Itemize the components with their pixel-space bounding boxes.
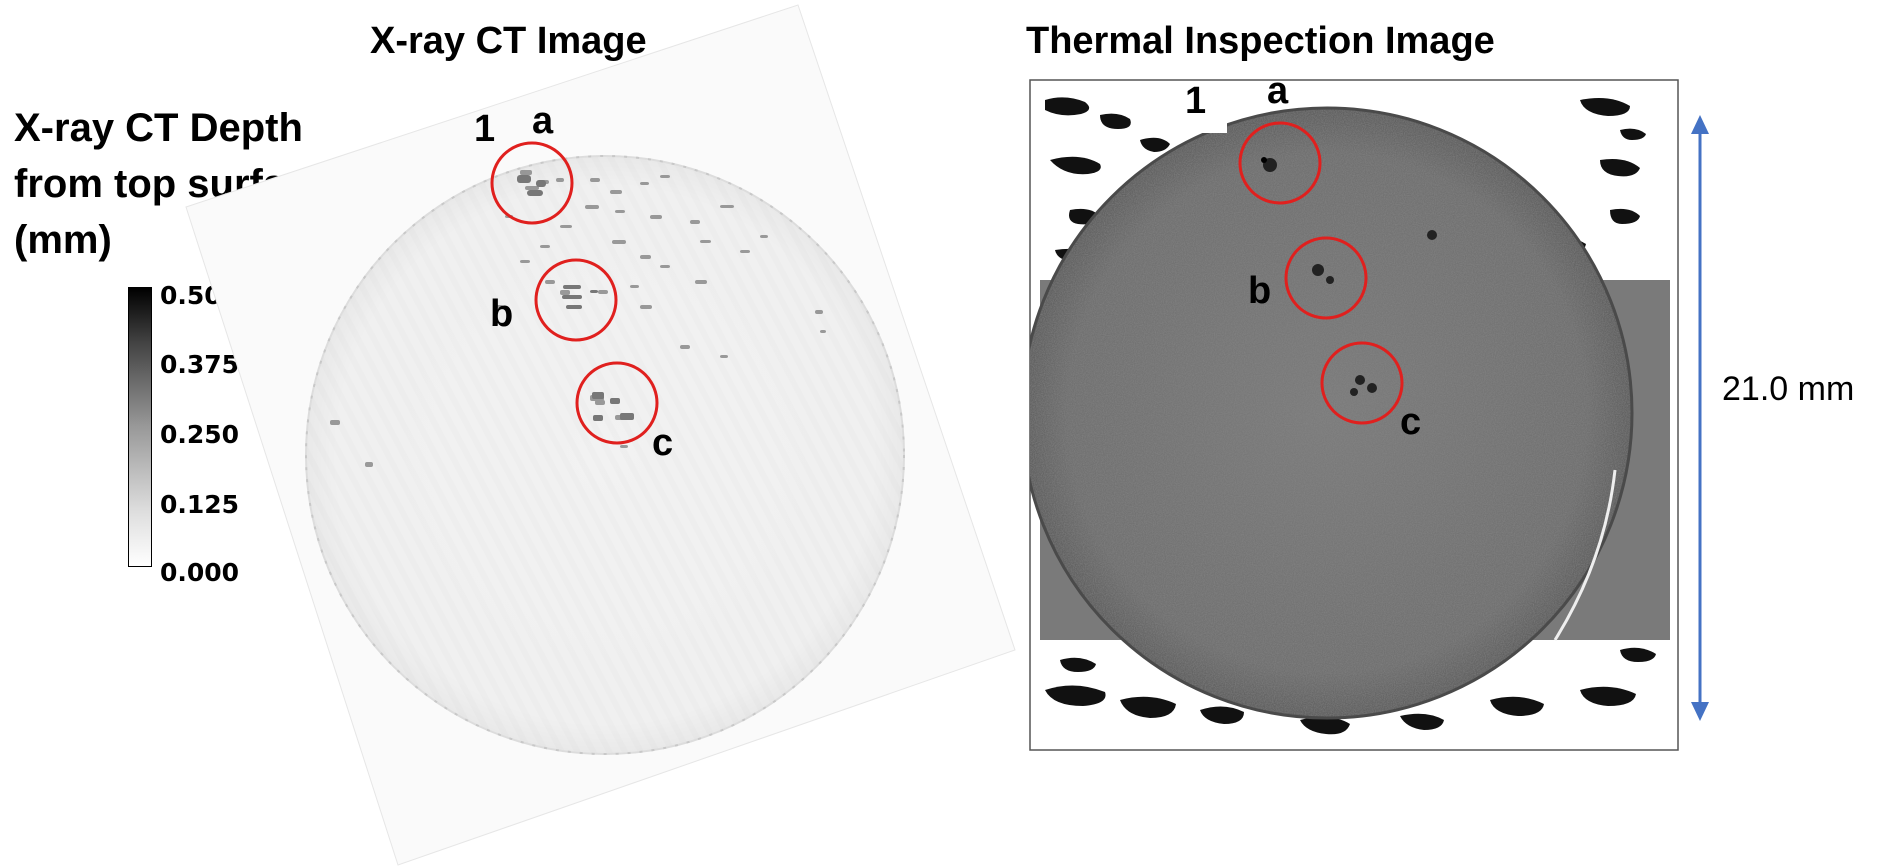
dimension-arrow — [1691, 115, 1709, 721]
xray-sample-disc-stripes — [307, 157, 903, 753]
depth-colorbar — [128, 287, 152, 567]
xray-defect-speckles — [330, 170, 826, 467]
colorbar-tick-4: 0.000 — [160, 558, 240, 587]
thermal-speckle-zones — [1045, 97, 1656, 735]
thermal-sample-disc — [1030, 107, 1633, 719]
colorbar-tick-2: 0.250 — [160, 420, 240, 449]
colorbar-title: X-ray CT Depth from top surface (mm) — [14, 100, 330, 268]
xray-label-a: a — [532, 100, 554, 142]
xray-circle-b — [534, 258, 618, 342]
colorbar-title-line-3: (mm) — [14, 218, 112, 262]
xray-label-b: b — [490, 293, 514, 335]
xray-sample-disc — [305, 155, 905, 755]
xray-label-1: 1 — [474, 108, 496, 150]
colorbar-tick-1: 0.375 — [160, 350, 240, 379]
thermal-label-c: c — [1400, 401, 1422, 443]
thermal-circle-a — [1238, 121, 1322, 205]
xray-disc-edge — [305, 155, 905, 755]
xray-label-c: c — [652, 422, 674, 464]
colorbar-tick-0: 0.500 — [160, 281, 240, 310]
xray-ct-title: X-ray CT Image — [370, 20, 647, 62]
thermal-frame — [1029, 79, 1679, 751]
xray-circle-a — [490, 141, 574, 225]
thermal-circle-c — [1320, 341, 1404, 425]
thermal-sample-noise — [1030, 107, 1633, 719]
thermal-circle-b — [1284, 236, 1368, 320]
colorbar-title-line-1: X-ray CT Depth — [14, 106, 303, 150]
thermal-disc-edge — [1030, 106, 1634, 720]
thermal-label-a: a — [1267, 70, 1289, 112]
colorbar-tick-3: 0.125 — [160, 490, 240, 519]
xray-defect-clusters — [517, 175, 634, 421]
colorbar-title-line-2: from top surface — [14, 162, 330, 206]
thermal-label-b: b — [1248, 270, 1272, 312]
thermal-defect-spots — [1261, 157, 1437, 396]
xray-circle-c — [575, 361, 659, 445]
thermal-inspection-title: Thermal Inspection Image — [1026, 20, 1495, 62]
thermal-edge-highlight — [1553, 469, 1617, 641]
thermal-background-band — [1040, 280, 1670, 640]
thermal-label-1: 1 — [1185, 80, 1207, 122]
dimension-label: 21.0 mm — [1722, 370, 1855, 408]
